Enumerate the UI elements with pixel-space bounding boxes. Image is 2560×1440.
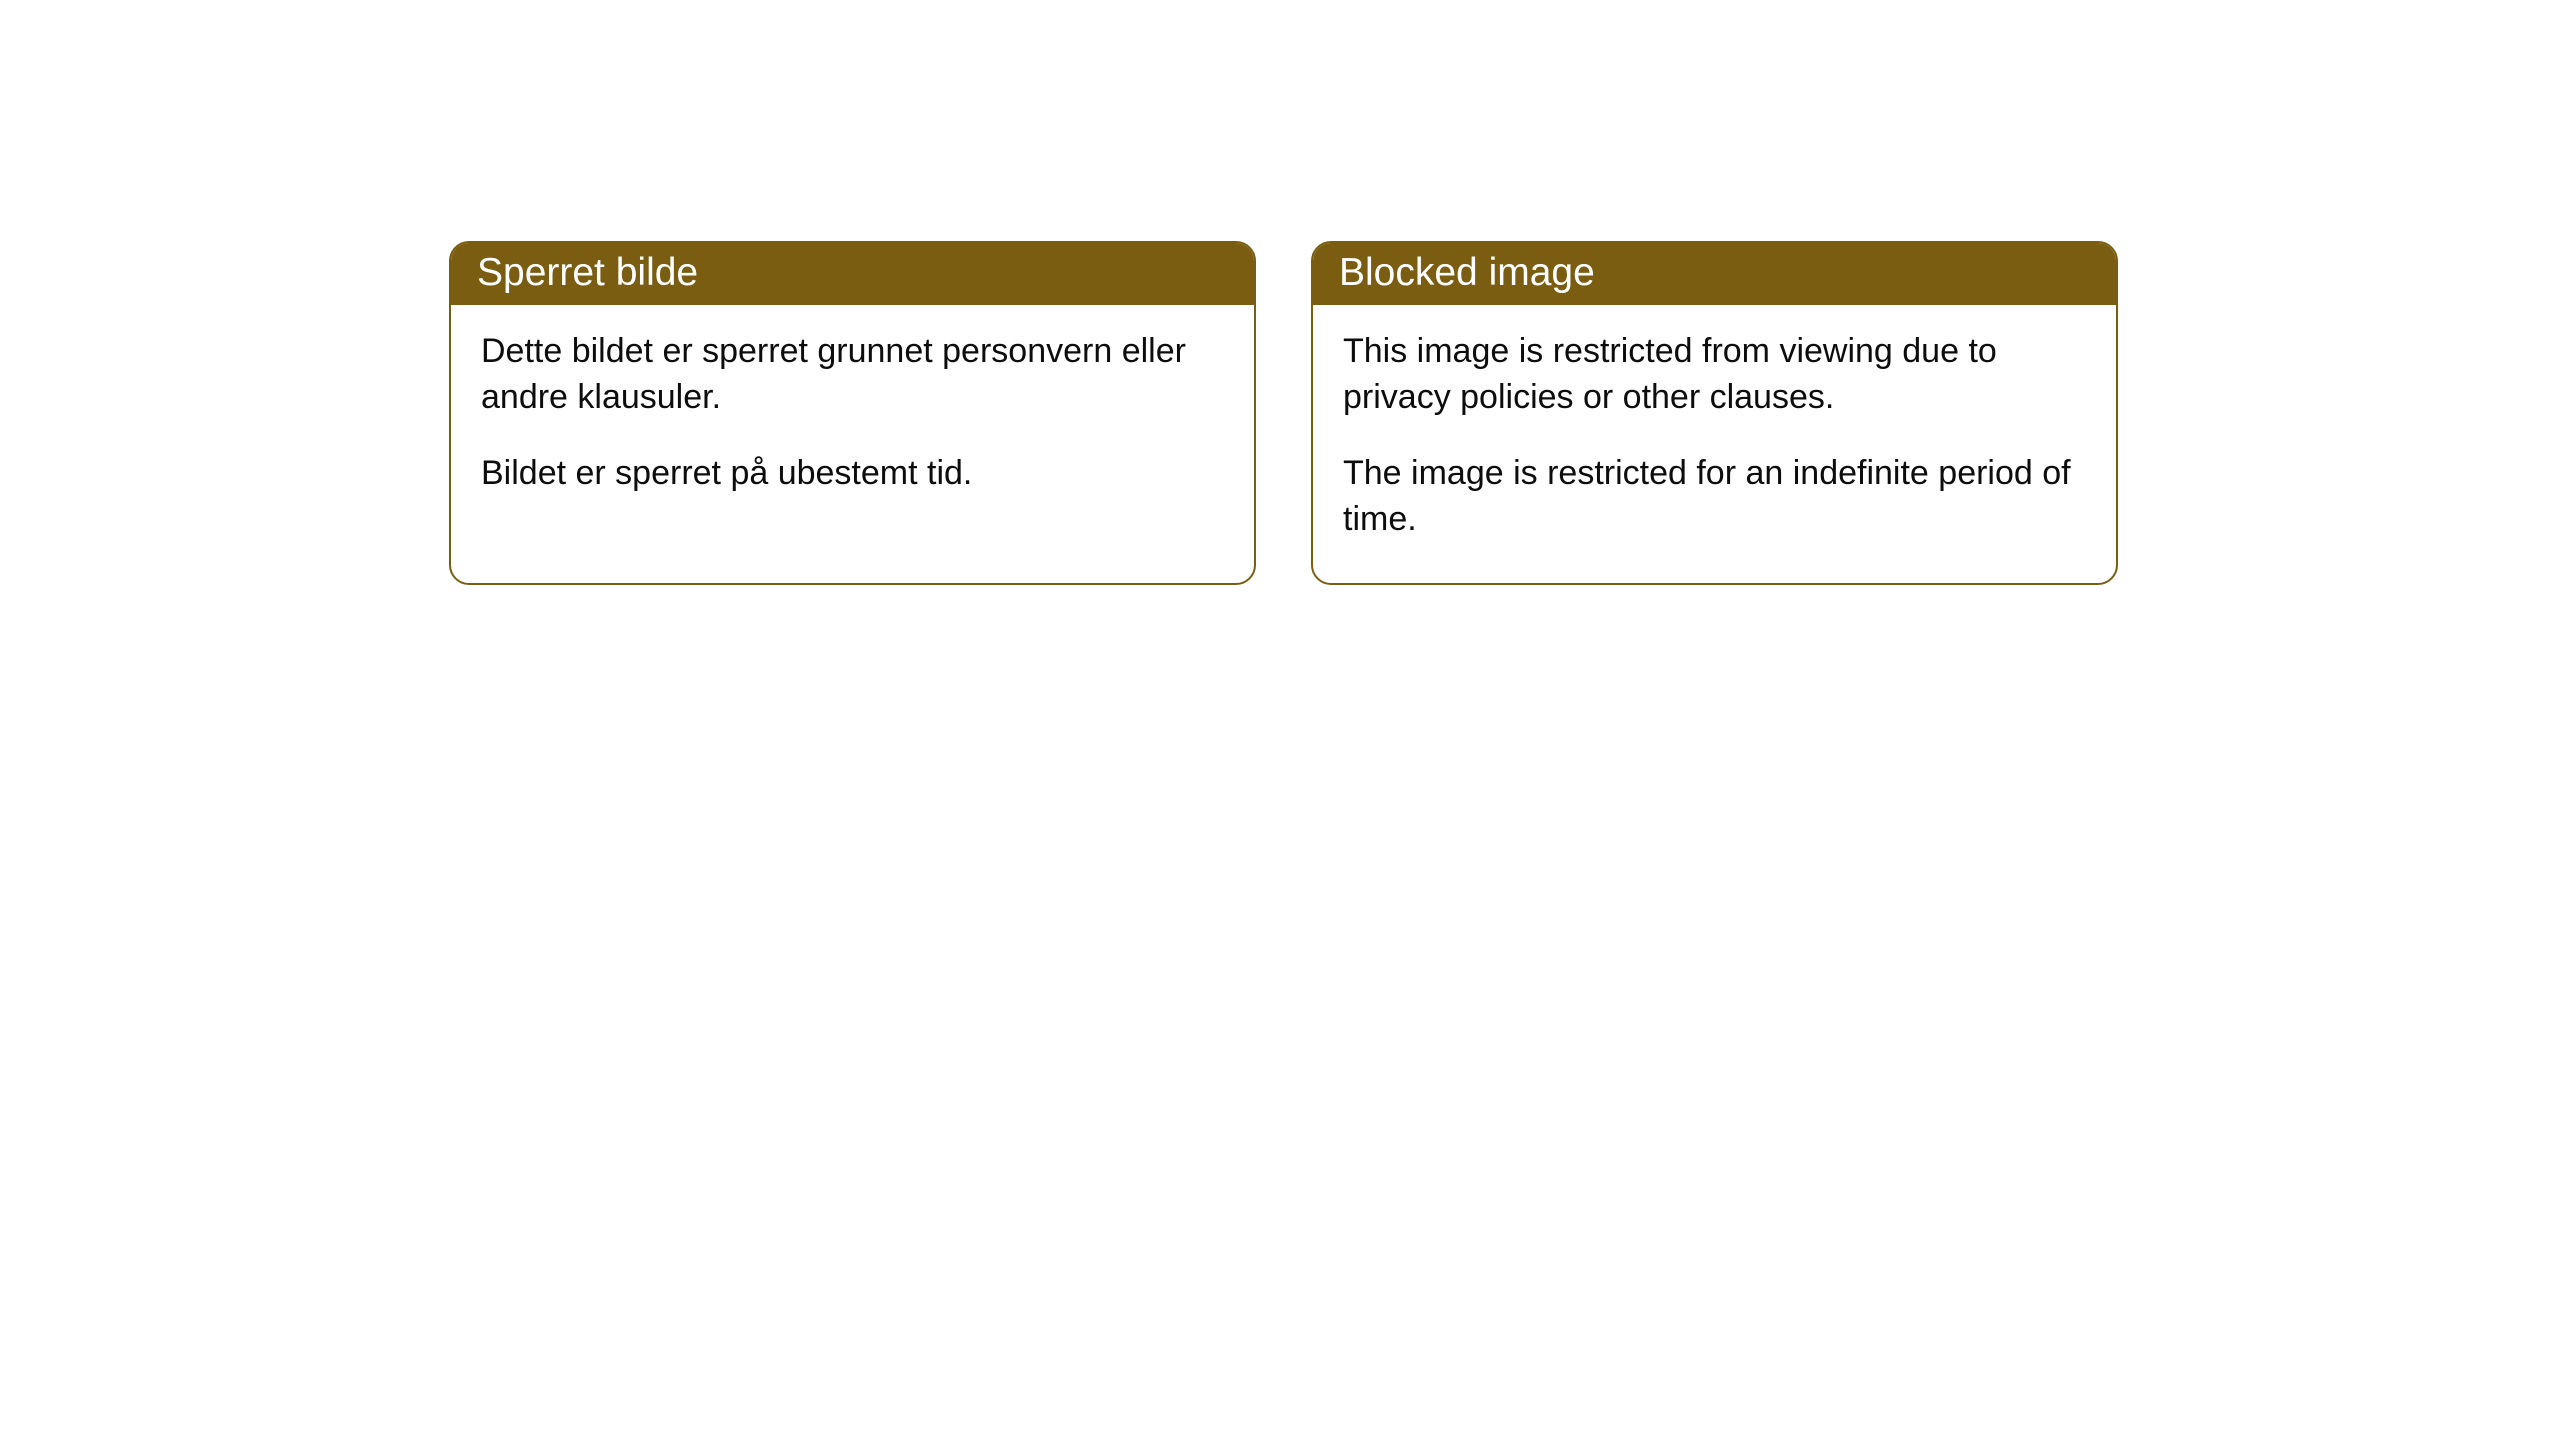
card-paragraph-en-1: This image is restricted from viewing du… [1343, 329, 2086, 421]
notice-cards-container: Sperret bilde Dette bildet er sperret gr… [449, 241, 2560, 585]
card-paragraph-no-2: Bildet er sperret på ubestemt tid. [481, 451, 1224, 497]
blocked-image-card-no: Sperret bilde Dette bildet er sperret gr… [449, 241, 1256, 585]
blocked-image-card-en: Blocked image This image is restricted f… [1311, 241, 2118, 585]
card-header-en: Blocked image [1313, 243, 2116, 305]
card-body-no: Dette bildet er sperret grunnet personve… [451, 305, 1254, 537]
card-header-no: Sperret bilde [451, 243, 1254, 305]
card-paragraph-no-1: Dette bildet er sperret grunnet personve… [481, 329, 1224, 421]
card-paragraph-en-2: The image is restricted for an indefinit… [1343, 451, 2086, 543]
card-body-en: This image is restricted from viewing du… [1313, 305, 2116, 583]
